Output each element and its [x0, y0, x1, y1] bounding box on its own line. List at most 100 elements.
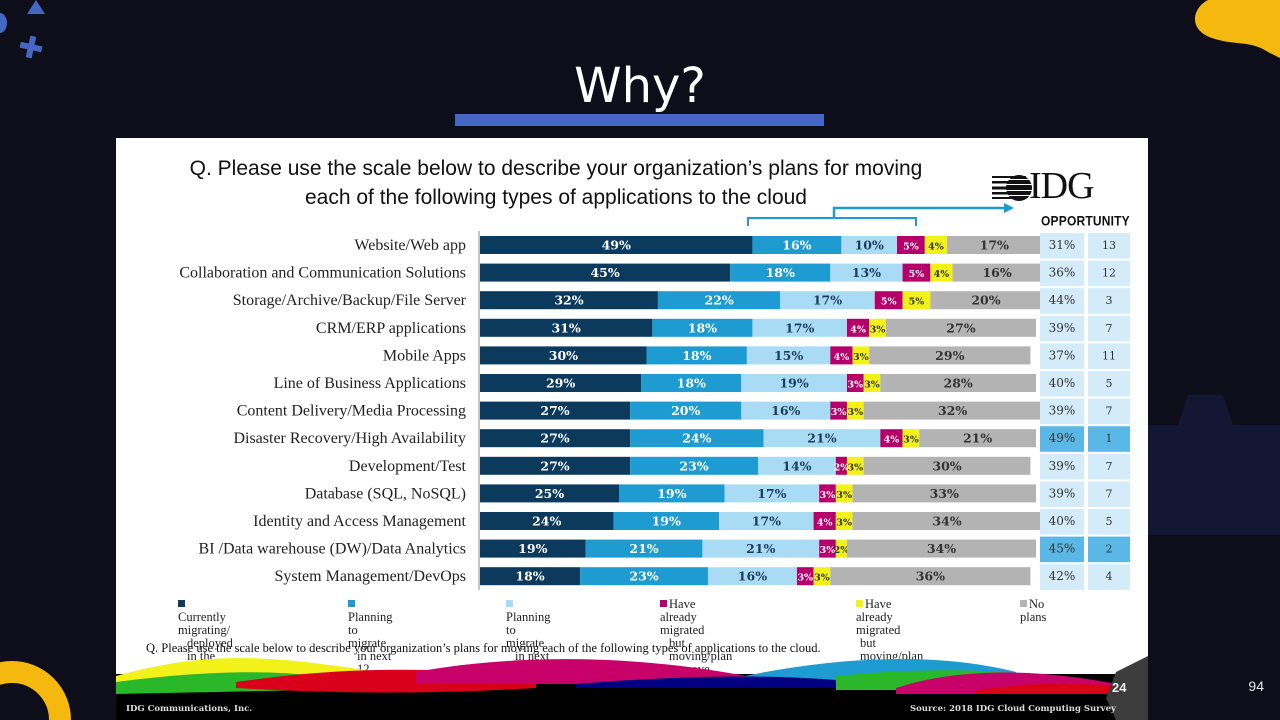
bar-segment [480, 318, 653, 337]
legend-text: No plans [1020, 597, 1047, 624]
bar-segment [630, 401, 742, 420]
bar-data-label: 3% [814, 573, 830, 584]
bar-data-label: 27% [540, 431, 569, 446]
bar-segment [869, 346, 1031, 365]
decoration-top-right-blob [1195, 0, 1280, 58]
bar-data-label: 3% [797, 573, 813, 584]
bar-segment [846, 374, 864, 392]
rank-cell [1088, 564, 1130, 590]
opportunity-percent: 39% [1049, 404, 1076, 418]
bar-data-label: 18% [688, 320, 717, 335]
bar-segment [480, 539, 586, 558]
opportunity-percent: 37% [1049, 348, 1076, 362]
bar-data-label: 24% [682, 431, 711, 446]
bar-data-label: 5% [909, 269, 925, 280]
chart-row: Database (SQL, NoSQL) 25% 19% 17% 3% 3% 33% 39%… [305, 481, 1130, 507]
bar-data-label: 16% [982, 265, 1011, 280]
rank-cell [1088, 453, 1130, 480]
opportunity-rank: 4 [1106, 570, 1113, 583]
opportunity-percent: 42% [1049, 569, 1076, 583]
bar-data-label: 21% [807, 431, 836, 446]
bar-segment [869, 318, 886, 337]
bar-segment [846, 401, 864, 420]
bar-segment [863, 456, 1031, 475]
legend-swatch [178, 600, 185, 607]
bar-data-label: 34% [927, 541, 956, 556]
plus-icon [19, 35, 43, 59]
bar-segment [819, 484, 836, 503]
bar-segment [902, 429, 920, 448]
bar-segment [780, 291, 875, 310]
bar-data-label: 18% [766, 265, 795, 280]
bar-segment [719, 512, 814, 530]
bar-segment [480, 374, 642, 392]
triangle-icon [27, 0, 45, 14]
opportunity-cell [1040, 426, 1084, 452]
rank-cell [1088, 343, 1130, 369]
bar-segment [902, 291, 931, 310]
bar-data-label: 14% [782, 458, 811, 473]
title-underline [455, 114, 824, 126]
bar-data-label: 22% [704, 293, 733, 308]
opportunity-cell [1040, 398, 1084, 425]
opportunity-cell [1040, 315, 1084, 342]
bar-segment [813, 567, 831, 586]
bar-data-label: 32% [554, 293, 583, 308]
bar-segment [852, 484, 1036, 503]
bar-data-label: 3% [847, 462, 863, 473]
footer-question: Q. Please use the scale below to describ… [146, 641, 821, 655]
bar-data-label: 19% [779, 376, 808, 391]
bar-segment [707, 567, 797, 586]
bar-data-label: 21% [963, 431, 992, 446]
bar-segment [480, 429, 631, 448]
category-label: Line of Business Applications [274, 375, 466, 392]
opportunity-bracket-arrow [747, 203, 1014, 226]
opportunity-percent: 36% [1049, 266, 1076, 280]
bar-segment [763, 429, 881, 448]
bar-data-label: 4% [834, 352, 850, 363]
bar-data-label: 4% [928, 242, 944, 253]
bar-segment [730, 263, 831, 282]
bar-data-label: 16% [782, 238, 811, 253]
bar-segment [630, 429, 764, 448]
bar-segment [752, 236, 842, 254]
bar-segment [480, 401, 631, 420]
opportunity-percent: 40% [1049, 376, 1076, 390]
rank-cell [1088, 288, 1130, 314]
opportunity-header: OPPORTUNITY [1041, 212, 1130, 230]
legend-item: Currently migrating/deployed in the clou… [178, 598, 233, 676]
bar-data-label: 18% [677, 376, 706, 391]
bar-segment [741, 374, 847, 392]
opportunity-rank: 1 [1106, 432, 1113, 445]
bar-data-label: 2% [834, 545, 850, 556]
bar-data-label: 3% [847, 407, 863, 418]
bar-data-label: 18% [682, 348, 711, 363]
question-line-1: Q. Please use the scale below to describ… [189, 157, 923, 180]
category-label: Website/Web app [354, 237, 466, 254]
bar-data-label: 5% [903, 242, 919, 253]
bar-data-label: 5% [881, 297, 897, 308]
legend-text: Have already migrated [660, 597, 705, 637]
bar-segment [813, 512, 836, 530]
bar-data-label: 10% [855, 238, 884, 253]
bar-segment [646, 346, 747, 365]
bar-data-label: 30% [932, 458, 961, 473]
bar-data-label: 32% [938, 403, 967, 418]
chart-row: Storage/Archive/Backup/File Server 32% 22%… [233, 288, 1130, 314]
bar-segment [863, 401, 1042, 420]
rank-cell [1088, 509, 1130, 535]
legend-item: No plans [1020, 598, 1046, 624]
bar-segment [852, 512, 1042, 530]
chart-row: System Management/DevOps 18% 23% 16% 3% 3% 36%… [274, 564, 1130, 590]
bar-segment [702, 539, 820, 558]
bar-segment [835, 484, 853, 503]
category-label: CRM/ERP applications [316, 320, 466, 337]
bar-data-label: 24% [532, 514, 561, 529]
bar-segment [580, 567, 708, 586]
bar-data-label: 49% [602, 238, 631, 253]
opportunity-percent: 31% [1049, 238, 1076, 252]
opportunity-cell [1040, 564, 1084, 590]
bar-data-label: 23% [679, 458, 708, 473]
opportunity-rank: 7 [1106, 460, 1113, 473]
bar-segment [852, 346, 870, 365]
